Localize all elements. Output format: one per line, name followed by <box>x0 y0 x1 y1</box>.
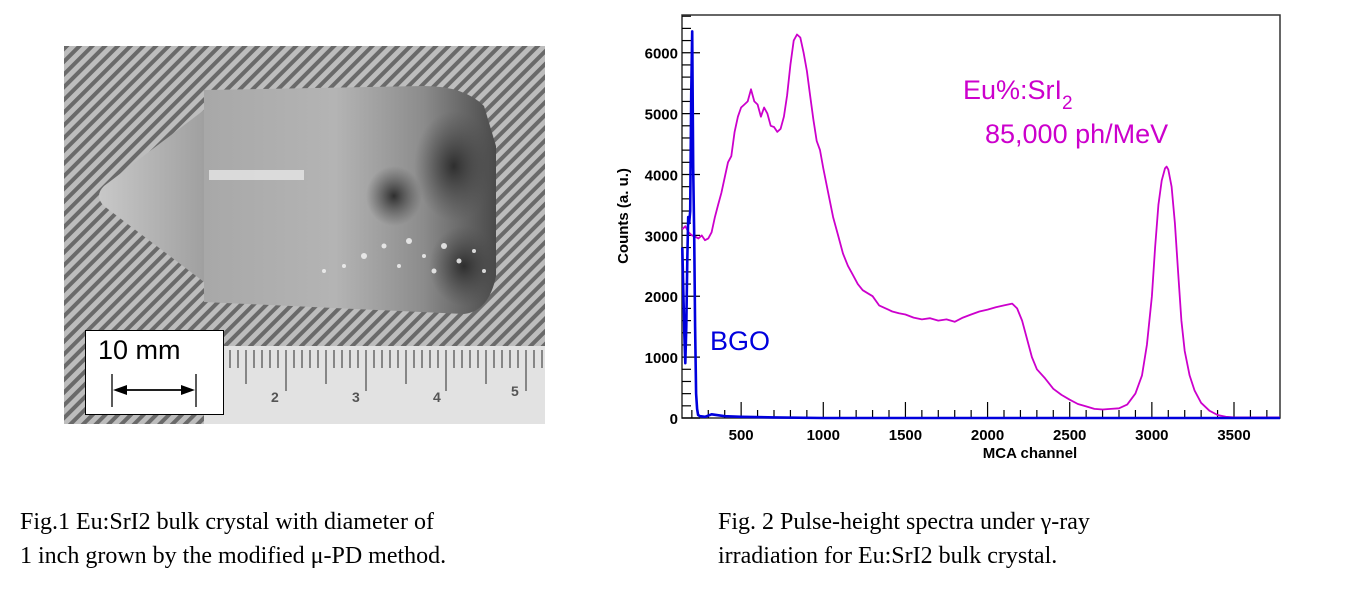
ruler-label-2: 2 <box>271 389 279 405</box>
x-tick-label: 1000 <box>807 427 840 444</box>
y-tick-label: 1000 <box>645 350 678 367</box>
x-tick-label: 2000 <box>971 427 1004 444</box>
series-line-bgo <box>681 30 1280 420</box>
ruler-label-3: 3 <box>352 389 360 405</box>
x-tick-label: 1500 <box>889 427 922 444</box>
figure1-caption: Fig.1 Eu:SrI2 bulk crystal with diameter… <box>20 505 446 573</box>
srI2-name: Eu%:SrI <box>963 75 1062 105</box>
y-tick-label: 2000 <box>645 289 678 306</box>
x-tick-label: 3000 <box>1135 427 1168 444</box>
crystal-cone <box>99 110 204 282</box>
figure2-caption-line-2: irradiation for Eu:SrI2 bulk crystal. <box>718 543 1058 569</box>
ruler-ticks <box>213 350 543 391</box>
figure1-caption-line-2: 1 inch grown by the modified μ-PD method… <box>20 543 447 569</box>
scale-bar-label: 10 mm <box>98 335 181 365</box>
figure1-caption-line-1: Fig.1 Eu:SrI2 bulk crystal with diameter… <box>20 509 434 535</box>
y-tick-label: 5000 <box>645 107 678 124</box>
scale-bar-arrow <box>111 374 197 407</box>
y-axis-title: Counts (a. u.) <box>615 168 632 264</box>
figure2-caption: Fig. 2 Pulse-height spectra under γ-ray … <box>718 505 1090 573</box>
x-tick-label: 2500 <box>1053 427 1086 444</box>
y-axis-tick-labels: 0 1000 2000 3000 4000 5000 6000 <box>645 46 678 428</box>
y-tick-label: 3000 <box>645 228 678 245</box>
ruler-label-4: 4 <box>433 389 441 405</box>
series-layer <box>681 30 1280 420</box>
x-tick-label: 500 <box>729 427 754 444</box>
x-tick-label: 3500 <box>1217 427 1250 444</box>
bgo-series-label: BGO <box>710 326 770 356</box>
pulse-height-chart: 0 1000 2000 3000 4000 5000 6000 500 1000 1500 200… <box>615 14 1281 462</box>
figure2-caption-line-1: Fig. 2 Pulse-height spectra under γ-ray <box>718 509 1090 535</box>
scale-bar-box: 10 mm <box>85 330 224 415</box>
srI2-light-yield: 85,000 ph/MeV <box>985 119 1168 149</box>
x-axis-tick-labels: 500 1000 1500 2000 2500 3000 3500 <box>729 427 1251 444</box>
srI2-subscript: 2 <box>1062 93 1073 114</box>
y-tick-label: 0 <box>670 411 678 428</box>
srI2-series-label: Eu%:SrI2 <box>963 75 1073 114</box>
y-tick-label: 6000 <box>645 46 678 63</box>
x-axis-ticks <box>691 402 1268 418</box>
ruler-label-5: 5 <box>511 383 519 399</box>
y-tick-label: 4000 <box>645 167 678 184</box>
crystal-photo: 2 3 4 5 10 mm <box>64 46 545 424</box>
series-line-eu-sri2 <box>681 33 1280 419</box>
x-axis-title: MCA channel <box>983 445 1077 462</box>
